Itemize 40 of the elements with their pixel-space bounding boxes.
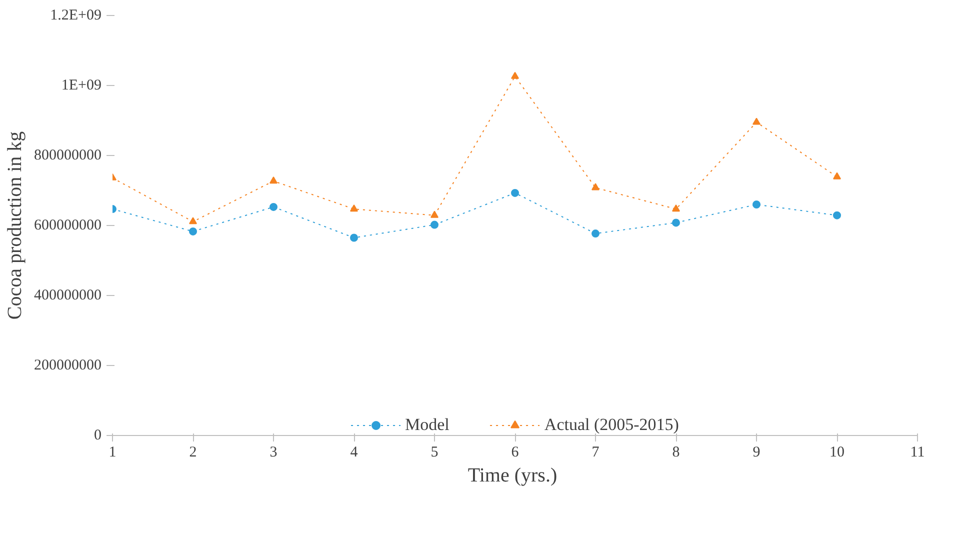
point	[350, 234, 358, 242]
point	[511, 72, 519, 79]
y-tick-label: 1.2E+09	[50, 8, 102, 24]
point	[270, 202, 278, 211]
x-tick-label: 1	[108, 444, 116, 460]
y-tick-label: 400000000	[34, 288, 102, 304]
y-tick-label: 1E+09	[61, 78, 102, 94]
x-tick-label: 3	[270, 444, 278, 460]
x-tick-label: 4	[350, 444, 358, 460]
point	[592, 183, 600, 190]
y-axis-title: Cocoa production in kg	[4, 131, 26, 320]
point	[752, 118, 760, 125]
point	[189, 217, 197, 224]
x-tick-label: 7	[592, 444, 600, 460]
point	[350, 204, 358, 212]
x-tick-label: 8	[672, 444, 680, 460]
x-axis-title: Time (yrs.)	[468, 464, 558, 486]
y-tick-label: 200000000	[34, 358, 102, 374]
point	[592, 230, 600, 238]
y-tick-label: 0	[94, 428, 102, 444]
x-tick-label: 5	[430, 444, 438, 460]
x-tick-label: 6	[511, 444, 520, 460]
point	[833, 211, 841, 220]
x-tick-label: 11	[910, 444, 925, 460]
point	[270, 176, 278, 184]
x-tick-label: 10	[830, 444, 844, 460]
legend-label: Model	[405, 415, 450, 435]
point	[672, 204, 680, 212]
point	[672, 218, 680, 227]
x-tick-label: 2	[189, 444, 197, 460]
point	[511, 188, 519, 197]
point	[189, 227, 197, 236]
x-tick-label: 9	[752, 444, 760, 460]
y-tick-label: 600000000	[34, 218, 102, 234]
point	[430, 210, 438, 218]
point	[430, 220, 438, 229]
point	[752, 200, 760, 208]
legend-label: Actual (2005-2015)	[544, 415, 679, 435]
point	[833, 172, 841, 180]
y-tick-label: 800000000	[34, 148, 102, 164]
